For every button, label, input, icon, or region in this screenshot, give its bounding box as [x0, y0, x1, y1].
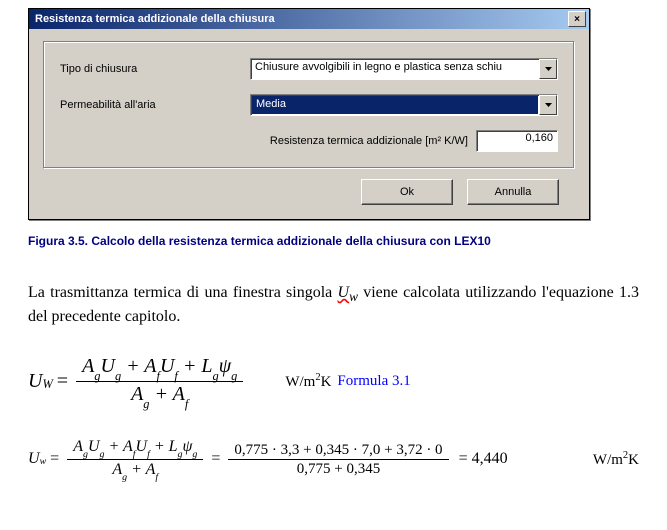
para-pre: La trasmittanza termica di una finestra … — [28, 284, 338, 301]
formula-1-unit: W/m2K — [285, 372, 331, 391]
formula-1-num: AgUg + AfUf + Lgψg — [76, 354, 243, 382]
input-resistenza[interactable]: 0,160 — [476, 130, 558, 152]
formula-2-numeric: 0,775 · 3,3 + 0,345 · 7,0 + 3,72 · 0 0,7… — [224, 441, 507, 478]
label-tipo: Tipo di chiusura — [60, 63, 250, 75]
label-resistenza: Resistenza termica addizionale [m² K/W] — [270, 135, 468, 147]
row-resistenza: Resistenza termica addizionale [m² K/W] … — [60, 130, 558, 152]
formula-1-eq: UW = AgUg + AfUf + Lgψg Ag + Af — [28, 354, 247, 409]
combo-perm-value: Media — [252, 96, 538, 114]
groupbox: Tipo di chiusura Chiusure avvolgibili in… — [43, 41, 575, 169]
figure-caption: Figura 3.5. Calcolo della resistenza ter… — [28, 234, 649, 248]
formula-2: Uw = AgUg + AfUf + Lgψg Ag + Af = 0,775 … — [28, 437, 639, 482]
combo-permeabilita[interactable]: Media — [250, 94, 558, 116]
formula-1-den: Ag + Af — [125, 382, 194, 409]
formula-2-unit: W/m2K — [553, 450, 639, 469]
body-paragraph: La trasmittanza termica di una finestra … — [28, 282, 639, 328]
formula-2-eq: Uw = AgUg + AfUf + Lgψg Ag + Af = — [28, 437, 224, 482]
dialog-titlebar[interactable]: Resistenza termica addizionale della chi… — [29, 9, 589, 29]
ok-button[interactable]: Ok — [361, 179, 453, 205]
dialog-title: Resistenza termica addizionale della chi… — [35, 13, 275, 25]
close-icon[interactable]: × — [568, 11, 586, 27]
chevron-down-icon[interactable] — [539, 59, 557, 79]
dialog-buttons: Ok Annulla — [43, 169, 575, 205]
symbol-uw: Uw — [338, 284, 358, 301]
row-tipo: Tipo di chiusura Chiusure avvolgibili in… — [60, 58, 558, 80]
dialog-resistenza: Resistenza termica addizionale della chi… — [28, 8, 590, 220]
label-perm: Permeabilità all'aria — [60, 99, 250, 111]
cancel-button[interactable]: Annulla — [467, 179, 559, 205]
combo-tipo-chiusura[interactable]: Chiusure avvolgibili in legno e plastica… — [250, 58, 558, 80]
chevron-down-icon[interactable] — [539, 95, 557, 115]
combo-tipo-value: Chiusure avvolgibili in legno e plastica… — [251, 59, 539, 79]
formula-1: UW = AgUg + AfUf + Lgψg Ag + Af W/m2K Fo… — [28, 354, 639, 409]
dialog-body: Tipo di chiusura Chiusure avvolgibili in… — [29, 29, 589, 219]
formula-1-ref: Formula 3.1 — [337, 373, 410, 390]
row-perm: Permeabilità all'aria Media — [60, 94, 558, 116]
